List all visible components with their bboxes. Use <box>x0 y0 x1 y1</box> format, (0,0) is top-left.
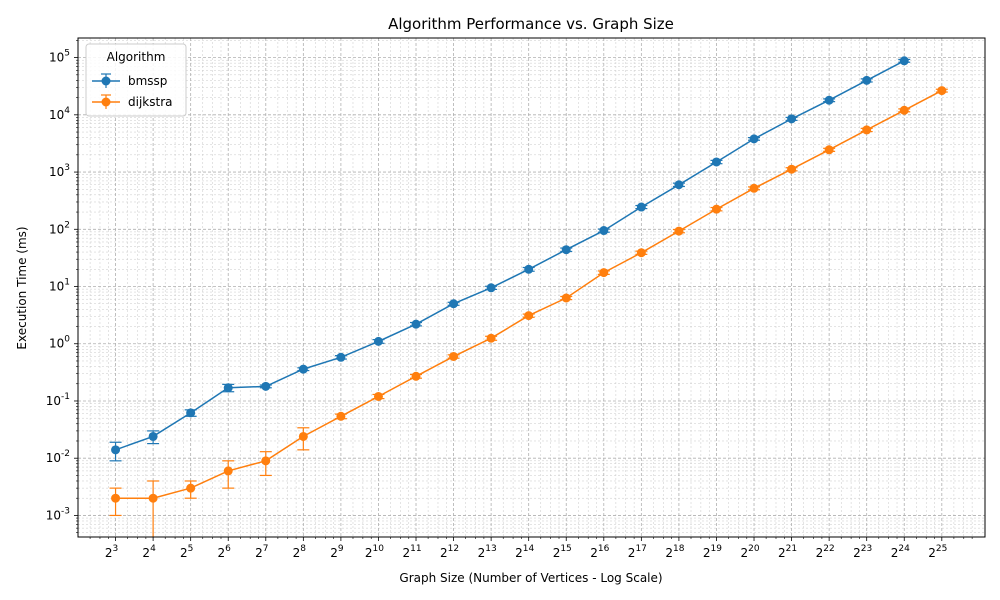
data-point <box>186 408 196 418</box>
x-axis-title: Graph Size (Number of Vertices - Log Sca… <box>399 571 662 585</box>
data-point <box>411 371 421 381</box>
data-point <box>261 381 271 391</box>
x-axis: 23 24 25 26 27 28 29 210 211 212 213 214 215 216 217 21… <box>89 537 973 560</box>
x-tick-label: 216 <box>590 544 609 560</box>
data-point <box>336 352 346 362</box>
y-tick-label: 10-1 <box>46 392 70 408</box>
data-point <box>223 466 233 476</box>
data-point <box>298 431 308 441</box>
data-point <box>373 336 383 346</box>
data-point <box>824 145 834 155</box>
data-point <box>148 493 158 503</box>
y-axis: 10-3 10-2 10-1 100 101 102 103 104 105 <box>46 40 78 533</box>
series-layer <box>109 56 948 537</box>
x-tick-label: 24 <box>142 544 156 560</box>
x-tick-label: 218 <box>665 544 684 560</box>
x-tick-label: 224 <box>891 544 910 560</box>
x-tick-label: 223 <box>853 544 872 560</box>
x-tick-label: 221 <box>778 544 797 560</box>
y-tick-label: 101 <box>49 278 70 294</box>
data-point <box>223 383 233 393</box>
legend-box <box>85 43 187 117</box>
data-point <box>524 264 534 274</box>
x-tick-label: 27 <box>255 544 268 560</box>
x-tick-label: 26 <box>218 544 232 560</box>
y-tick-label: 100 <box>49 335 70 351</box>
data-point <box>787 114 797 124</box>
data-point <box>373 391 383 401</box>
y-tick-label: 105 <box>49 49 70 65</box>
data-point <box>148 431 158 441</box>
legend: Algorithm bmssp dijkstra <box>85 43 187 117</box>
data-point <box>711 157 721 167</box>
y-tick-label: 102 <box>49 220 70 236</box>
y-tick-label: 10-3 <box>46 506 70 522</box>
data-point <box>336 411 346 421</box>
legend-swatch-marker <box>101 76 111 86</box>
data-point <box>749 183 759 193</box>
y-tick-label: 104 <box>49 106 70 122</box>
y-tick-label: 10-2 <box>46 449 70 465</box>
plot-frame <box>77 37 986 538</box>
x-tick-label: 23 <box>105 544 118 560</box>
x-tick-label: 28 <box>293 544 307 560</box>
x-tick-label: 213 <box>478 544 497 560</box>
minor-grid <box>78 38 985 537</box>
data-point <box>111 493 121 503</box>
series-bmssp <box>109 56 911 462</box>
data-point <box>899 56 909 66</box>
legend-item-bmssp: bmssp <box>92 73 167 88</box>
data-point <box>824 95 834 105</box>
y-tick-label: 103 <box>49 163 70 179</box>
y-axis-title: Execution Time (ms) <box>15 226 29 349</box>
data-point <box>561 293 571 303</box>
x-tick-label: 25 <box>180 544 193 560</box>
data-point <box>111 445 121 455</box>
data-point <box>674 180 684 190</box>
data-point <box>411 319 421 329</box>
x-tick-label: 220 <box>740 544 759 560</box>
x-tick-label: 210 <box>365 544 384 560</box>
legend-label: bmssp <box>128 74 167 88</box>
series-line-bmssp <box>115 60 905 451</box>
data-point <box>449 351 459 361</box>
x-tick-label: 214 <box>515 544 534 560</box>
data-point <box>937 86 947 96</box>
legend-swatch-marker <box>101 97 111 107</box>
data-point <box>186 483 196 493</box>
data-point <box>449 299 459 309</box>
x-tick-label: 219 <box>703 544 722 560</box>
data-point <box>636 248 646 258</box>
data-point <box>486 333 496 343</box>
data-point <box>862 75 872 85</box>
data-point <box>561 245 571 255</box>
data-point <box>636 202 646 212</box>
x-tick-label: 29 <box>330 544 344 560</box>
data-point <box>862 125 872 135</box>
data-point <box>298 364 308 374</box>
data-point <box>711 204 721 214</box>
data-point <box>486 283 496 293</box>
data-point <box>599 268 609 278</box>
x-tick-label: 217 <box>628 544 647 560</box>
data-point <box>599 226 609 236</box>
series-dijkstra <box>109 86 948 537</box>
x-tick-label: 225 <box>928 544 947 560</box>
chart-title: Algorithm Performance vs. Graph Size <box>388 15 674 33</box>
data-point <box>524 311 534 321</box>
data-point <box>674 226 684 236</box>
x-tick-label: 215 <box>553 544 572 560</box>
major-grid <box>78 38 985 537</box>
legend-label: dijkstra <box>128 95 172 109</box>
data-point <box>261 456 271 466</box>
legend-title: Algorithm <box>107 50 166 64</box>
data-point <box>899 105 909 115</box>
x-tick-label: 211 <box>402 544 421 560</box>
x-tick-label: 222 <box>816 544 835 560</box>
x-tick-label: 212 <box>440 544 459 560</box>
data-point <box>787 164 797 174</box>
legend-item-dijkstra: dijkstra <box>92 94 172 109</box>
data-point <box>749 134 759 144</box>
